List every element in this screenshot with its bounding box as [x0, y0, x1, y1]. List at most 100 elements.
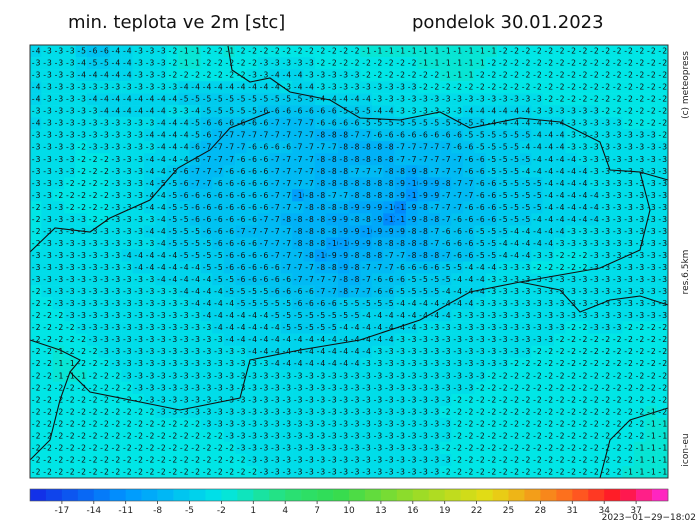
cell-bg [64, 285, 76, 298]
cell-bg [383, 405, 395, 419]
cell-bg [303, 153, 316, 166]
cell-value: -4 [578, 191, 588, 200]
cell-value: -3 [338, 83, 348, 92]
cell-value: -2 [543, 443, 553, 452]
cell-bg [645, 141, 657, 154]
cell-value: -4 [122, 47, 132, 56]
cell-value: -5 [475, 251, 485, 260]
cell-value: -5 [498, 179, 508, 188]
cell-value: -3 [612, 119, 622, 128]
cell-value: -3 [635, 167, 645, 176]
cell-value: -2 [657, 47, 667, 56]
cell-bg [132, 369, 145, 383]
cell-value: -2 [600, 455, 610, 464]
cell-bg [611, 429, 623, 443]
cell-bg [52, 273, 65, 286]
cell-value: -3 [521, 311, 531, 320]
cell-value: -4 [543, 215, 553, 224]
cell-bg [508, 45, 521, 58]
cell-bg [542, 417, 555, 431]
cell-value: -3 [65, 251, 75, 260]
cell-bg [542, 405, 555, 419]
cell-value: -3 [316, 443, 326, 452]
cell-bg [143, 153, 156, 166]
cell-value: -3 [156, 299, 166, 308]
cell-bg [121, 177, 133, 190]
cell-bg [314, 141, 327, 154]
cell-value: -6 [452, 143, 462, 152]
cell-bg [121, 429, 133, 443]
cell-value: -2 [54, 431, 64, 440]
cell-bg [428, 45, 441, 58]
cell-value: -3 [156, 371, 166, 380]
cell-value: -2 [635, 335, 645, 344]
cell-value: -7 [259, 227, 269, 236]
cell-bg [440, 405, 452, 419]
cell-value: -3 [589, 299, 599, 308]
cell-value: -3 [133, 203, 143, 212]
cell-value: -5 [99, 59, 109, 68]
cell-bg [52, 417, 65, 431]
cell-bg [212, 297, 224, 310]
cell-value: -2 [498, 59, 508, 68]
cell-bg [314, 261, 327, 274]
cell-bg [337, 261, 350, 274]
cell-bg [599, 93, 612, 106]
cell-value: -5 [418, 275, 428, 284]
cell-value: -4 [270, 71, 280, 80]
cell-value: -2 [521, 407, 531, 416]
cell-bg [109, 189, 122, 202]
cell-bg [599, 393, 612, 407]
cell-bg [474, 441, 487, 455]
cell-value: -4 [316, 347, 326, 356]
cell-value: -4 [122, 71, 132, 80]
cell-value: -10 [361, 227, 376, 236]
cell-bg [337, 129, 350, 142]
cell-bg [428, 441, 441, 455]
cell-bg [588, 333, 600, 346]
cell-bg [519, 345, 532, 359]
cell-bg [633, 465, 646, 479]
cell-bg [394, 117, 407, 130]
cell-bg [337, 309, 350, 322]
cell-bg [337, 453, 350, 467]
cell-bg [132, 237, 145, 250]
cell-bg [428, 261, 441, 274]
cell-value: -5 [293, 323, 303, 332]
cell-value: -5 [293, 311, 303, 320]
cell-bg [417, 345, 430, 359]
cell-bg [64, 273, 76, 286]
cell-bg [588, 369, 600, 383]
cell-bg [223, 45, 236, 58]
cell-value: -3 [168, 323, 178, 332]
cell-value: -3 [54, 203, 64, 212]
cell-bg [86, 297, 99, 310]
cell-bg [64, 333, 76, 346]
cell-bg [326, 153, 338, 166]
cell-bg [132, 357, 145, 371]
cell-bg [30, 393, 42, 407]
cell-value: -6 [384, 275, 394, 284]
cell-bg [633, 321, 646, 334]
cell-value: -6 [247, 251, 257, 260]
cell-bg [235, 201, 247, 214]
cell-bg [428, 201, 441, 214]
cell-bg [30, 57, 42, 70]
cell-bg [257, 81, 270, 94]
cell-bg [41, 393, 54, 407]
cell-value: -3 [145, 59, 155, 68]
cell-bg [257, 213, 270, 226]
cell-bg [314, 129, 327, 142]
cell-value: -3 [635, 203, 645, 212]
cell-value: -4 [213, 83, 223, 92]
cell-bg [212, 165, 224, 178]
cell-value: -3 [373, 443, 383, 452]
cell-bg [86, 141, 99, 154]
cell-value: -2 [498, 419, 508, 428]
cell-value: -3 [156, 71, 166, 80]
cell-bg [235, 441, 247, 455]
cell-value: -4 [31, 95, 41, 104]
cell-bg [280, 93, 293, 106]
cell-bg [30, 285, 42, 298]
cell-value: -4 [566, 203, 576, 212]
